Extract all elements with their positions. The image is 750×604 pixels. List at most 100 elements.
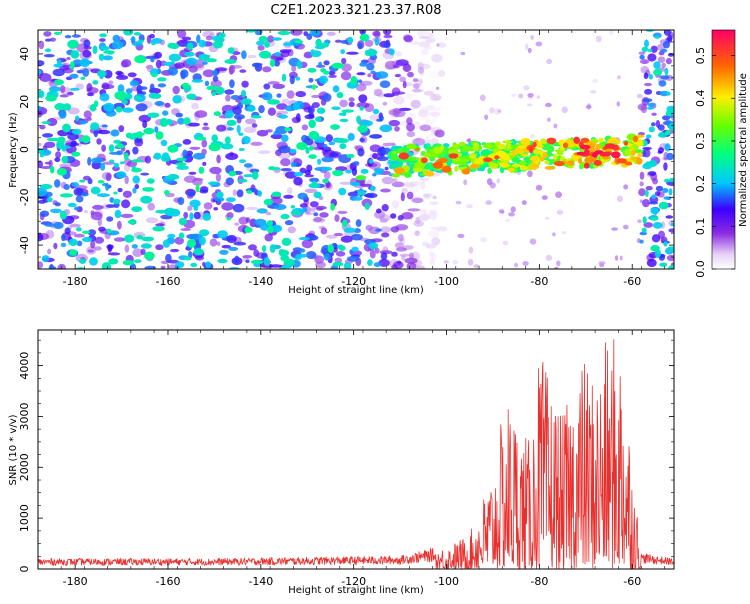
heatmap-cell	[381, 204, 389, 212]
heatmap-cell	[347, 36, 354, 44]
heatmap-cell	[379, 218, 388, 223]
heatmap-cell	[178, 232, 185, 239]
heatmap-cell	[642, 98, 653, 103]
heatmap-cell	[380, 252, 388, 260]
heatmap-cell	[668, 177, 674, 183]
heatmap-cell	[367, 259, 373, 266]
heatmap-cell	[578, 158, 583, 164]
heatmap-cell	[392, 91, 406, 95]
heatmap-cell	[651, 194, 657, 199]
heatmap-cell	[164, 189, 170, 196]
heatmap-cell	[150, 57, 155, 63]
heatmap-cell	[405, 93, 413, 99]
y-tick-label: 20	[18, 95, 31, 109]
heatmap-cell	[141, 236, 155, 242]
heatmap-cell	[347, 83, 359, 87]
heatmap-cell	[642, 146, 652, 151]
heatmap-cell	[251, 62, 261, 68]
heatmap-cell	[644, 88, 653, 95]
heatmap-cell	[406, 131, 416, 138]
heatmap-cell	[284, 220, 294, 226]
heatmap-cell	[527, 170, 533, 178]
heatmap-cell	[641, 227, 647, 233]
heatmap-cell	[312, 84, 316, 90]
heatmap-cell	[216, 241, 221, 246]
heatmap-cell	[383, 34, 393, 39]
heatmap-cell	[267, 107, 276, 116]
heatmap-cell	[198, 166, 205, 174]
heatmap-cell	[327, 244, 334, 254]
heatmap-cell	[155, 223, 165, 227]
heatmap-cell	[291, 65, 297, 72]
heatmap-cell	[304, 114, 315, 120]
heatmap-cell	[407, 71, 414, 78]
heatmap-cell	[412, 78, 419, 83]
heatmap-cell	[202, 126, 210, 131]
heatmap-cell	[113, 191, 118, 195]
heatmap-cell	[80, 76, 86, 80]
heatmap-cell	[330, 124, 340, 130]
heatmap-cell	[228, 246, 239, 251]
heatmap-cell	[458, 152, 462, 157]
heatmap-cell	[105, 182, 110, 191]
heatmap-cell	[278, 153, 291, 159]
heatmap-cell	[402, 80, 407, 89]
heatmap-cell	[616, 101, 621, 107]
heatmap-cell	[315, 205, 327, 210]
heatmap-cell	[41, 121, 52, 125]
heatmap-cell	[360, 168, 369, 174]
x-tick-label: -60	[623, 275, 641, 288]
heatmap-cell	[187, 122, 200, 127]
heatmap-cell	[123, 152, 129, 161]
heatmap-cell	[310, 207, 316, 213]
heatmap-cell	[131, 206, 143, 213]
heatmap-cell	[202, 69, 215, 78]
heatmap-cell	[293, 172, 304, 177]
heatmap-cell	[369, 134, 382, 139]
heatmap-cell	[415, 216, 421, 225]
heatmap-cell	[438, 70, 446, 77]
heatmap-cell	[175, 162, 187, 167]
heatmap-cell	[332, 85, 340, 93]
heatmap-cell	[541, 195, 548, 200]
heatmap-cell	[175, 261, 185, 268]
heatmap-cell	[105, 172, 112, 182]
heatmap-cell	[431, 53, 443, 63]
heatmap-cell	[204, 80, 210, 87]
heatmap-cell	[647, 102, 656, 107]
heatmap-cell	[54, 157, 61, 163]
heatmap-cell	[50, 37, 56, 42]
heatmap-cell	[519, 165, 528, 171]
heatmap-cell	[396, 148, 405, 154]
heatmap-cell	[376, 208, 382, 214]
heatmap-cell	[623, 224, 629, 230]
heatmap-cell	[632, 135, 639, 143]
heatmap-cell	[286, 187, 293, 195]
heatmap-cell	[366, 62, 375, 71]
heatmap-cell	[414, 120, 421, 130]
heatmap-cell	[304, 188, 318, 193]
heatmap-cell	[664, 143, 671, 152]
heatmap-cell	[647, 53, 657, 62]
heatmap-cell	[224, 136, 231, 145]
heatmap-cell	[53, 242, 58, 250]
heatmap-cell	[276, 93, 282, 98]
colorbar	[712, 30, 735, 269]
heatmap-cell	[452, 144, 461, 149]
heatmap-cell	[250, 141, 263, 146]
heatmap-cell	[637, 152, 643, 157]
snr-x-label: Height of straight line (km)	[288, 585, 424, 596]
heatmap-cell	[136, 234, 143, 240]
heatmap-cell	[334, 214, 340, 223]
heatmap-cell	[295, 76, 301, 81]
heatmap-cell	[228, 67, 234, 75]
heatmap-cell	[401, 187, 408, 194]
heatmap-cell	[155, 131, 164, 140]
heatmap-cell	[398, 152, 409, 160]
heatmap-cell	[261, 92, 273, 101]
heatmap-cell	[168, 53, 182, 62]
y-tick-label: 1000	[18, 504, 31, 532]
heatmap-cell	[105, 110, 117, 117]
heatmap-cell	[186, 150, 194, 156]
heatmap-cell	[429, 201, 439, 205]
